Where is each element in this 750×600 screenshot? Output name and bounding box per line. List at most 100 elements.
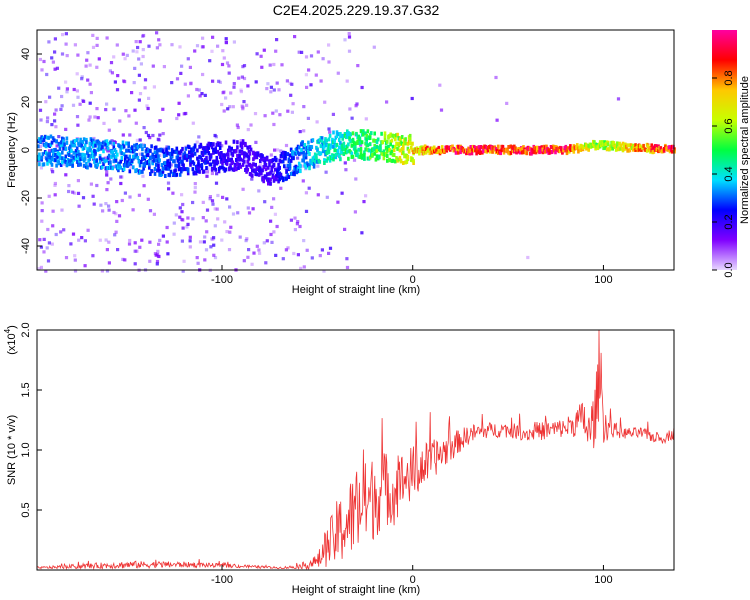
heatmap-cell bbox=[482, 149, 485, 154]
heatmap-cell bbox=[88, 115, 92, 119]
heatmap-cell bbox=[224, 96, 228, 100]
heatmap-cell bbox=[327, 60, 331, 64]
heatmap-cell bbox=[180, 210, 184, 214]
heatmap-cell bbox=[391, 144, 395, 149]
heatmap-cell bbox=[310, 145, 314, 150]
heatmap-cell bbox=[235, 123, 239, 127]
heatmap-cell bbox=[180, 149, 183, 154]
heatmap-cell bbox=[127, 144, 130, 148]
heatmap-cell bbox=[362, 129, 365, 134]
heatmap-cell bbox=[304, 209, 309, 213]
heatmap-cell bbox=[167, 166, 171, 171]
x-tick-label: 0 bbox=[410, 274, 416, 286]
heatmap-cell bbox=[275, 38, 279, 42]
heatmap-cell bbox=[279, 149, 283, 153]
heatmap-cell bbox=[616, 97, 621, 101]
heatmap-cell bbox=[366, 129, 370, 134]
heatmap-cell bbox=[105, 139, 109, 144]
heatmap-cell bbox=[257, 189, 261, 193]
heatmap-cell bbox=[40, 219, 44, 223]
heatmap-cell bbox=[196, 156, 199, 161]
heatmap-cell bbox=[113, 80, 117, 84]
heatmap-cell bbox=[158, 238, 162, 242]
heatmap-cell bbox=[294, 164, 298, 169]
heatmap-cell bbox=[58, 152, 62, 157]
heatmap-cell bbox=[57, 161, 61, 166]
heatmap-cell bbox=[495, 118, 499, 122]
heatmap-cell bbox=[53, 37, 57, 41]
heatmap-cell bbox=[325, 138, 328, 143]
heatmap-cell bbox=[80, 144, 84, 149]
heatmap-cell bbox=[218, 80, 222, 84]
heatmap-cell bbox=[57, 86, 61, 90]
heatmap-cell bbox=[178, 206, 182, 210]
heatmap-cell bbox=[286, 109, 290, 113]
heatmap-cell bbox=[201, 45, 205, 49]
heatmap-cell bbox=[189, 158, 192, 163]
heatmap-cell bbox=[402, 150, 405, 155]
heatmap-cell bbox=[241, 187, 245, 191]
heatmap-cell bbox=[198, 94, 202, 98]
heatmap-cell bbox=[201, 200, 205, 204]
heatmap-cell bbox=[204, 150, 207, 155]
heatmap-cell bbox=[201, 216, 205, 220]
heatmap-cell bbox=[93, 141, 96, 146]
heatmap-cell bbox=[426, 145, 429, 150]
heatmap-cell bbox=[89, 148, 93, 153]
heatmap-cell bbox=[77, 204, 81, 208]
heatmap-cell bbox=[320, 248, 324, 252]
heatmap-cell bbox=[272, 88, 276, 92]
heatmap-cell bbox=[156, 254, 160, 258]
heatmap-cell bbox=[339, 157, 342, 162]
heatmap-cell bbox=[181, 269, 185, 273]
heatmap-cell bbox=[359, 150, 363, 155]
heatmap-cell bbox=[320, 136, 324, 141]
heatmap-cell bbox=[164, 160, 167, 165]
heatmap-cell bbox=[95, 36, 99, 40]
figure-title: C2E4.2025.229.19.37.G32 bbox=[273, 2, 440, 18]
heatmap-cell bbox=[39, 166, 43, 170]
heatmap-cell bbox=[94, 143, 97, 148]
heatmap-cell bbox=[104, 142, 108, 147]
heatmap-cell bbox=[218, 165, 222, 170]
heatmap-cell bbox=[142, 166, 145, 171]
heatmap-cell bbox=[260, 156, 263, 161]
heatmap-cell bbox=[62, 228, 66, 232]
heatmap-cell bbox=[300, 50, 304, 54]
heatmap-cell bbox=[285, 170, 288, 175]
heatmap-cell bbox=[186, 167, 190, 172]
heatmap-cell bbox=[545, 144, 548, 149]
heatmap-cell bbox=[232, 139, 236, 144]
heatmap-cell bbox=[227, 156, 230, 161]
heatmap-cell bbox=[304, 55, 309, 59]
heatmap-cell bbox=[252, 162, 255, 167]
heatmap-cell bbox=[518, 150, 522, 155]
heatmap-cell bbox=[95, 65, 99, 69]
heatmap-cell bbox=[128, 195, 132, 199]
heatmap-cell bbox=[128, 133, 132, 137]
heatmap-cell bbox=[206, 160, 209, 165]
heatmap-cell bbox=[499, 151, 502, 155]
heatmap-cell bbox=[91, 151, 95, 156]
heatmap-cell bbox=[214, 147, 217, 152]
heatmap-cell bbox=[391, 158, 395, 163]
heatmap-cell bbox=[167, 187, 171, 191]
heatmap-cell bbox=[184, 111, 188, 116]
heatmap-cell bbox=[297, 145, 301, 150]
heatmap-cell bbox=[614, 147, 618, 152]
heatmap-cell bbox=[345, 257, 349, 261]
heatmap-cell bbox=[257, 248, 261, 252]
heatmap-cell bbox=[298, 130, 302, 134]
heatmap-cell bbox=[205, 166, 208, 170]
heatmap-cell bbox=[323, 158, 326, 163]
heatmap-cell bbox=[60, 104, 64, 108]
heatmap-cell bbox=[54, 232, 58, 237]
heatmap-cell bbox=[404, 137, 407, 142]
heatmap-cell bbox=[70, 148, 73, 153]
heatmap-cell bbox=[297, 161, 301, 166]
heatmap-cell bbox=[309, 54, 314, 58]
heatmap-cell bbox=[206, 148, 209, 152]
heatmap-cell bbox=[392, 153, 396, 157]
heatmap-cell bbox=[386, 149, 389, 154]
heatmap-cell bbox=[323, 144, 326, 149]
